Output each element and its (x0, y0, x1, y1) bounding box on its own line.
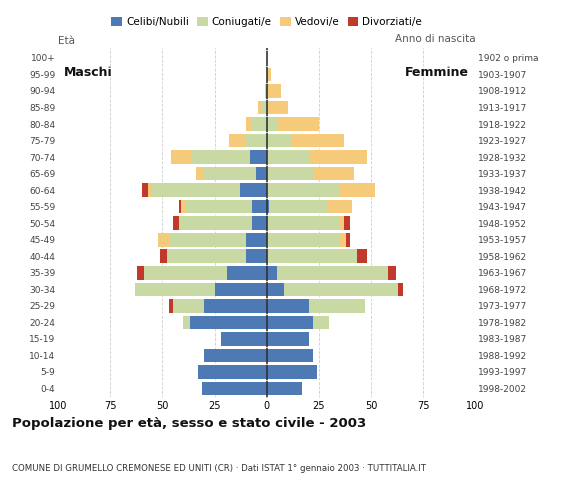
Text: Femmine: Femmine (405, 66, 469, 79)
Bar (267, 266, 277, 279)
Bar (340, 183, 375, 197)
Bar (277, 117, 319, 131)
Bar (196, 167, 204, 180)
Bar (264, 84, 267, 98)
Bar (269, 200, 327, 214)
Bar (246, 250, 267, 263)
Bar (181, 200, 186, 214)
Bar (292, 134, 344, 147)
Text: COMUNE DI GRUMELLO CREMONESE ED UNITI (CR) · Dati ISTAT 1° gennaio 2003 · TUTTIT: COMUNE DI GRUMELLO CREMONESE ED UNITI (C… (12, 464, 426, 473)
Bar (267, 299, 309, 312)
Bar (190, 315, 267, 329)
Text: Maschi: Maschi (64, 66, 113, 79)
Bar (246, 117, 252, 131)
Bar (309, 299, 365, 312)
Bar (260, 101, 267, 114)
Bar (267, 332, 309, 346)
Bar (256, 167, 267, 180)
Bar (340, 233, 346, 247)
Bar (135, 283, 215, 296)
Bar (267, 101, 288, 114)
Bar (267, 382, 302, 395)
Bar (284, 283, 398, 296)
Bar (313, 167, 354, 180)
Bar (198, 365, 267, 379)
Bar (246, 233, 267, 247)
Bar (158, 233, 169, 247)
Bar (388, 266, 396, 279)
Bar (267, 134, 292, 147)
Bar (252, 200, 267, 214)
Bar (173, 216, 179, 230)
Bar (267, 365, 317, 379)
Bar (252, 117, 267, 131)
Bar (250, 150, 267, 164)
Bar (173, 299, 204, 312)
Bar (148, 183, 152, 197)
Bar (267, 150, 309, 164)
Bar (186, 200, 252, 214)
Bar (357, 250, 367, 263)
Bar (313, 315, 329, 329)
Bar (204, 299, 267, 312)
Bar (160, 250, 166, 263)
Text: Popolazione per età, sesso e stato civile - 2003: Popolazione per età, sesso e stato civil… (12, 417, 366, 430)
Bar (215, 283, 267, 296)
Bar (171, 150, 191, 164)
Bar (229, 134, 246, 147)
Bar (267, 315, 313, 329)
Bar (166, 250, 246, 263)
Bar (267, 283, 284, 296)
Bar (169, 299, 173, 312)
Text: Età: Età (58, 36, 75, 47)
Bar (398, 283, 403, 296)
Bar (252, 216, 267, 230)
Text: Anno di nascita: Anno di nascita (395, 34, 476, 44)
Bar (327, 200, 353, 214)
Bar (179, 200, 181, 214)
Bar (267, 167, 313, 180)
Bar (267, 250, 357, 263)
Bar (267, 68, 271, 81)
Bar (344, 216, 350, 230)
Bar (179, 216, 252, 230)
Bar (267, 200, 269, 214)
Bar (183, 315, 190, 329)
Bar (246, 134, 267, 147)
Bar (152, 183, 240, 197)
Bar (267, 84, 281, 98)
Bar (137, 266, 144, 279)
Bar (227, 266, 267, 279)
Bar (144, 266, 227, 279)
Bar (169, 233, 246, 247)
Bar (267, 233, 340, 247)
Bar (267, 117, 277, 131)
Bar (191, 150, 250, 164)
Bar (204, 348, 267, 362)
Bar (267, 348, 313, 362)
Bar (221, 332, 267, 346)
Bar (309, 150, 367, 164)
Bar (142, 183, 148, 197)
Bar (267, 216, 340, 230)
Bar (204, 167, 256, 180)
Bar (259, 101, 260, 114)
Bar (267, 183, 340, 197)
Bar (340, 216, 344, 230)
Bar (240, 183, 267, 197)
Bar (346, 233, 350, 247)
Legend: Celibi/Nubili, Coniugati/e, Vedovi/e, Divorziati/e: Celibi/Nubili, Coniugati/e, Vedovi/e, Di… (107, 13, 426, 31)
Bar (202, 382, 267, 395)
Bar (277, 266, 388, 279)
